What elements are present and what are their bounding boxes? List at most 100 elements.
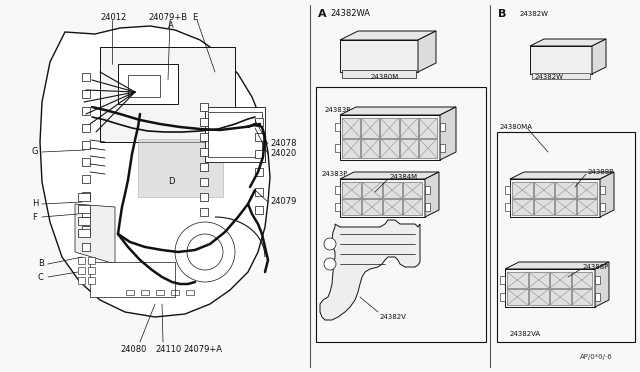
Bar	[555, 199, 575, 215]
Text: 24388P: 24388P	[588, 169, 614, 175]
Bar	[255, 188, 263, 196]
Bar	[82, 90, 90, 98]
Bar	[82, 243, 90, 251]
Text: 24079+B: 24079+B	[148, 13, 187, 22]
Bar	[532, 73, 590, 79]
Text: 24380M: 24380M	[371, 74, 399, 80]
Polygon shape	[595, 262, 609, 307]
Bar	[255, 206, 263, 214]
Polygon shape	[592, 39, 606, 74]
Polygon shape	[340, 115, 440, 160]
Bar	[100, 47, 235, 142]
Bar	[255, 168, 263, 176]
Bar	[88, 277, 95, 284]
Text: G: G	[32, 148, 38, 157]
Bar	[200, 178, 208, 186]
Polygon shape	[505, 269, 595, 307]
Bar	[512, 199, 532, 215]
Bar	[82, 124, 90, 132]
Bar	[555, 182, 575, 198]
Circle shape	[187, 234, 223, 270]
Bar	[497, 132, 635, 342]
Bar	[200, 208, 208, 216]
Text: F: F	[32, 212, 37, 221]
Bar	[380, 118, 399, 138]
Polygon shape	[440, 107, 456, 160]
Polygon shape	[510, 172, 614, 179]
Text: 24079+A: 24079+A	[183, 346, 222, 355]
Bar	[126, 290, 134, 295]
Bar	[200, 103, 208, 111]
Bar	[82, 107, 90, 115]
Text: 24382WA: 24382WA	[330, 10, 370, 19]
Bar	[550, 289, 570, 305]
Text: 24380MA: 24380MA	[500, 124, 533, 130]
Bar	[82, 209, 90, 217]
Polygon shape	[340, 179, 425, 217]
Bar	[186, 290, 194, 295]
Bar	[362, 182, 381, 198]
Bar	[255, 150, 263, 158]
Bar	[82, 158, 90, 166]
Bar	[419, 118, 437, 138]
Text: C: C	[38, 273, 44, 282]
Polygon shape	[340, 107, 456, 115]
Bar	[440, 123, 445, 131]
Bar	[600, 186, 605, 193]
Text: B: B	[498, 9, 506, 19]
Bar	[171, 290, 179, 295]
Polygon shape	[340, 172, 439, 179]
Bar	[335, 202, 340, 211]
Text: 24382V: 24382V	[380, 314, 407, 320]
Bar	[403, 182, 422, 198]
Bar	[577, 182, 597, 198]
Bar	[200, 118, 208, 126]
Bar	[507, 272, 527, 288]
Bar	[208, 112, 262, 157]
Bar	[507, 289, 527, 305]
Bar	[403, 199, 422, 215]
Bar	[200, 193, 208, 201]
Bar	[380, 138, 399, 158]
Text: H: H	[32, 199, 38, 208]
Bar	[316, 87, 486, 342]
Bar	[78, 217, 90, 225]
Bar	[78, 205, 90, 213]
Bar	[595, 292, 600, 301]
Bar	[82, 192, 90, 200]
Bar	[505, 202, 510, 211]
Bar	[335, 144, 340, 152]
Bar	[342, 118, 360, 138]
Bar	[342, 138, 360, 158]
Polygon shape	[530, 46, 592, 74]
Text: 24110: 24110	[155, 346, 181, 355]
Text: 24012: 24012	[100, 13, 126, 22]
Text: A: A	[318, 9, 326, 19]
Bar	[255, 133, 263, 141]
Bar	[383, 182, 402, 198]
PathPatch shape	[320, 220, 420, 320]
Text: 24384M: 24384M	[390, 174, 418, 180]
Text: 24382W: 24382W	[535, 74, 564, 80]
Bar	[88, 267, 95, 274]
Text: A: A	[168, 22, 173, 31]
Text: E: E	[192, 13, 197, 22]
Bar	[342, 182, 361, 198]
Bar	[82, 226, 90, 234]
Text: D: D	[168, 177, 175, 186]
Bar	[500, 292, 505, 301]
Polygon shape	[505, 262, 609, 269]
Bar	[512, 182, 532, 198]
Text: 24383P: 24383P	[325, 107, 351, 113]
Bar	[335, 186, 340, 193]
Bar	[138, 139, 223, 197]
Bar	[205, 107, 265, 162]
Bar	[78, 257, 85, 264]
Text: B: B	[38, 260, 44, 269]
Polygon shape	[75, 204, 115, 264]
Polygon shape	[510, 179, 600, 217]
Bar	[383, 199, 402, 215]
Polygon shape	[425, 172, 439, 217]
Bar	[534, 182, 554, 198]
Polygon shape	[418, 31, 436, 72]
